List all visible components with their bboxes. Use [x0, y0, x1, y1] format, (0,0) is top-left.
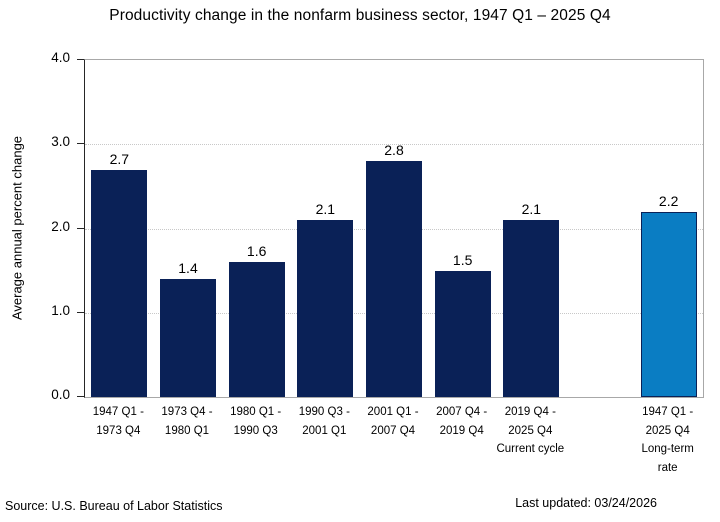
- x-axis-category-line: 1990 Q3 -: [298, 406, 350, 418]
- y-axis-tick-mark: [77, 311, 84, 313]
- x-axis-category-line: Long-term: [641, 443, 694, 455]
- bar: [503, 220, 560, 397]
- x-axis-category-line: 1947 Q1 -: [92, 406, 144, 418]
- x-axis-category-label: 1973 Q4 - 1980 Q1: [147, 403, 228, 440]
- y-axis-tick-mark: [77, 59, 84, 60]
- x-axis-category-line: 1980 Q1 -: [230, 406, 282, 418]
- bar: [228, 262, 285, 397]
- x-axis-category-line: rate: [657, 461, 678, 474]
- x-axis-category-label: 1980 Q1 - 1990 Q3: [215, 403, 296, 440]
- y-axis-title: Average annual percent change: [9, 135, 25, 321]
- last-updated: Last updated: 03/24/2026: [515, 496, 657, 510]
- bar-value-label: 2.2: [658, 192, 679, 209]
- x-axis-category-line: 2025 Q4: [508, 424, 553, 437]
- plot-area: 2.7 1.4 1.6 2.1 2.8 1.5 2.1 2.2: [84, 59, 704, 398]
- bar-value-label: 2.1: [521, 201, 542, 218]
- bar-value-label: 2.1: [315, 201, 336, 218]
- y-axis-tick-label: 3.0: [51, 134, 70, 150]
- x-axis-category-line: 2001 Q1 -: [367, 406, 419, 418]
- bar: [297, 220, 354, 397]
- x-axis-category-line: 2001 Q1: [302, 424, 347, 437]
- source-note: Source: U.S. Bureau of Labor Statistics: [5, 499, 223, 513]
- bar-value-label: 2.7: [109, 150, 130, 167]
- x-axis-category-line: 2007 Q4: [370, 424, 416, 437]
- y-axis-tick-mark: [77, 396, 84, 397]
- x-axis-category-line: 2007 Q4 -: [436, 406, 488, 418]
- bar: [640, 211, 697, 397]
- x-axis-category-line: 1990 Q3: [233, 424, 278, 437]
- chart-title: Productivity change in the nonfarm busin…: [109, 7, 611, 24]
- x-axis-category-line: 1980 Q1: [164, 424, 210, 437]
- bar-value-label: 1.6: [246, 243, 267, 260]
- bar: [366, 161, 422, 397]
- bar: [434, 270, 491, 397]
- bar: [91, 169, 148, 397]
- x-axis-category-line: Current cycle: [496, 443, 565, 455]
- x-axis-category-label: 2001 Q1 - 2007 Q4: [353, 403, 434, 440]
- x-axis-category-line: 1973 Q4 -: [161, 406, 213, 418]
- x-axis-category-line: 2025 Q4: [645, 424, 690, 437]
- y-axis-tick-label: 1.0: [51, 302, 70, 318]
- y-axis-tick-label: 4.0: [51, 50, 70, 65]
- x-axis-category-label: 1947 Q1 - 2025 Q4 Long-term rate: [627, 403, 708, 477]
- bar: [160, 279, 216, 397]
- y-axis-tick-label: 2.0: [51, 218, 70, 234]
- x-axis-category-label: 1990 Q3 - 2001 Q1: [284, 403, 365, 440]
- y-axis-tick-label: 0.0: [51, 387, 70, 402]
- x-axis-category-line: 2019 Q4 -: [504, 406, 556, 418]
- y-axis-tick-mark: [77, 143, 84, 145]
- y-axis-tick-mark: [77, 227, 84, 229]
- bar-value-label: 1.4: [178, 260, 198, 277]
- bar-value-label: 2.8: [384, 142, 404, 159]
- x-axis-category-label: 1947 Q1 - 1973 Q4: [78, 403, 159, 440]
- x-axis-category-line: 1947 Q1 -: [642, 406, 694, 418]
- gridline: [85, 144, 703, 146]
- x-axis-category-line: 1973 Q4: [96, 424, 141, 437]
- x-axis-category-line: 2019 Q4: [439, 424, 484, 437]
- bar-value-label: 1.5: [452, 251, 473, 268]
- x-axis-category-label: 2007 Q4 - 2019 Q4: [421, 403, 502, 440]
- x-axis-category-label: 2019 Q4 - 2025 Q4 Current cycle: [490, 403, 571, 459]
